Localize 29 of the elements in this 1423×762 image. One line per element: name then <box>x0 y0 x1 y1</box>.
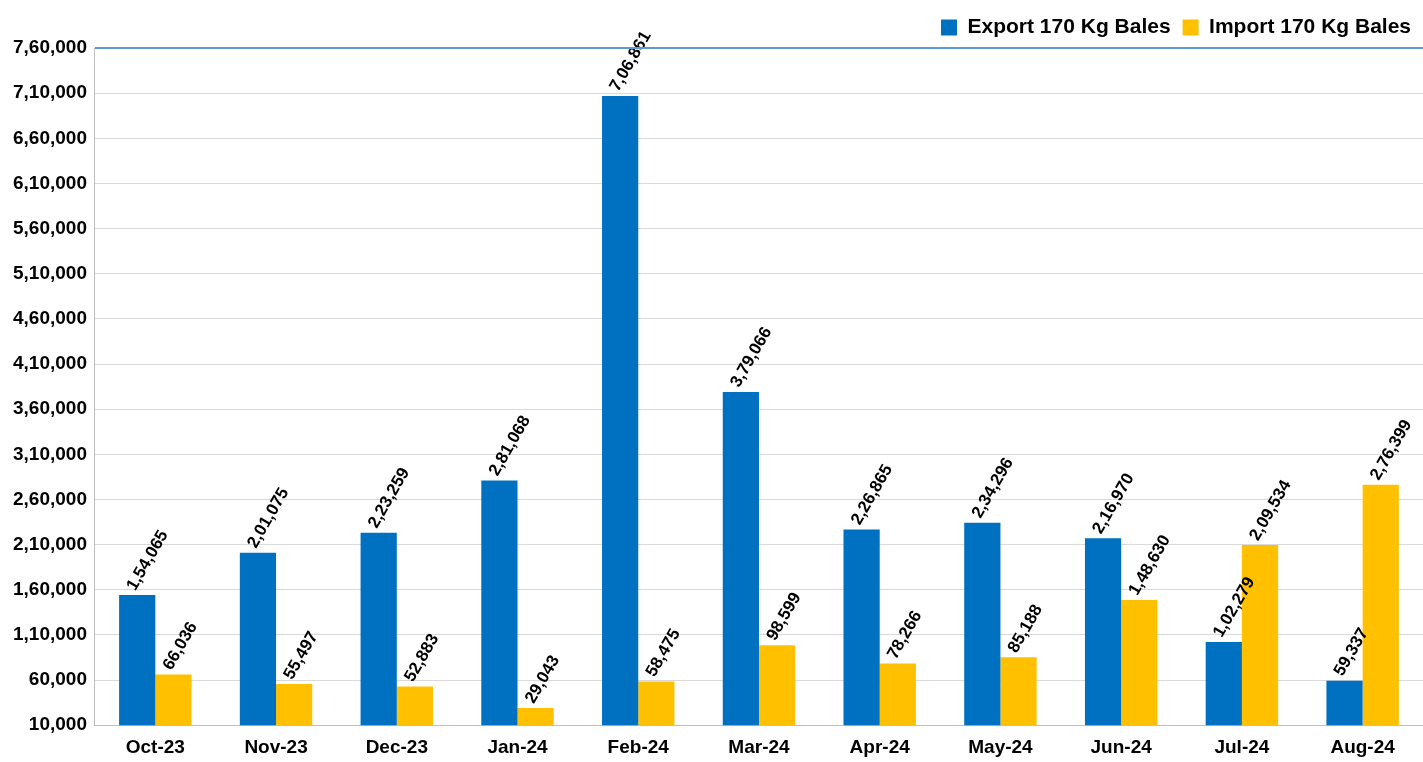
x-tick-label: Jul-24 <box>1214 735 1270 757</box>
y-tick-label: 3,60,000 <box>12 397 87 419</box>
y-tick-label: 6,60,000 <box>12 126 87 148</box>
x-tick-label: Apr-24 <box>849 735 911 757</box>
y-tick-label: 2,60,000 <box>12 487 87 509</box>
x-tick-label: Jun-24 <box>1090 735 1153 757</box>
y-tick-label: 6,10,000 <box>12 171 87 193</box>
legend-label: Import 170 Kg Bales <box>1209 14 1412 38</box>
x-tick-label: Jan-24 <box>487 735 549 757</box>
y-tick-label: 10,000 <box>28 713 87 735</box>
y-tick-label: 7,60,000 <box>12 36 87 58</box>
y-tick-label: 1,60,000 <box>12 577 87 599</box>
legend-label: Export 170 Kg Bales <box>967 14 1171 38</box>
y-tick-label: 5,10,000 <box>12 261 87 283</box>
y-tick-label: 2,10,000 <box>12 532 87 554</box>
y-tick-label: 7,10,000 <box>12 81 87 103</box>
y-tick-label: 3,10,000 <box>12 442 87 464</box>
y-tick-label: 4,60,000 <box>12 307 87 329</box>
x-tick-label: Mar-24 <box>728 735 791 757</box>
x-tick-label: Nov-23 <box>244 735 308 757</box>
x-tick-label: Aug-24 <box>1330 735 1396 757</box>
x-tick-label: Feb-24 <box>607 735 670 757</box>
y-tick-label: 5,60,000 <box>12 216 87 238</box>
x-tick-label: Dec-23 <box>365 735 428 757</box>
y-tick-label: 60,000 <box>28 668 87 690</box>
y-tick-label: 4,10,000 <box>12 352 87 374</box>
x-tick-label: Oct-23 <box>125 735 185 757</box>
x-tick-label: May-24 <box>968 735 1034 757</box>
y-tick-label: 1,10,000 <box>12 623 87 645</box>
